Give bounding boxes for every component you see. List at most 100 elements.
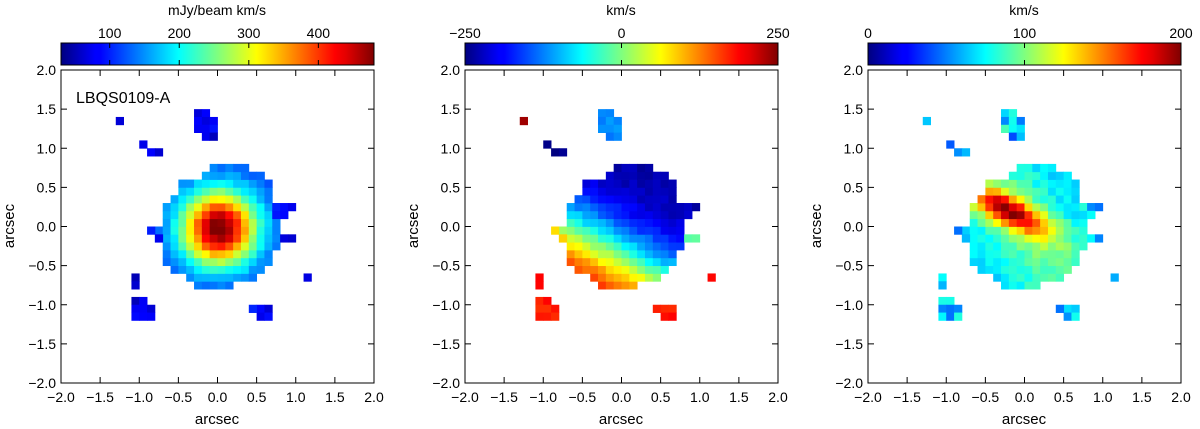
heatmap-cell — [566, 218, 575, 227]
panel-moment-0: mJy/beam km/s 100 200 300 400 −2.0 −1.5 −1.0−… — [1, 2, 384, 428]
heatmap-cell — [1079, 218, 1088, 227]
x-tick-label: −1.5 — [893, 389, 921, 405]
heatmap-cell — [1040, 265, 1049, 274]
heatmap-cell — [993, 218, 1002, 227]
heatmap-cell — [209, 273, 218, 282]
heatmap-cell — [621, 257, 630, 267]
heatmap-cell — [652, 242, 662, 251]
heatmap-cell — [629, 265, 638, 274]
heatmap-cell — [170, 242, 179, 251]
heatmap-cell — [256, 171, 265, 180]
heatmap-cell — [652, 273, 662, 282]
heatmap-cell — [621, 203, 630, 212]
heatmap-cell — [233, 195, 242, 204]
heatmap-cell — [1032, 187, 1041, 196]
heatmap-cell — [217, 163, 226, 173]
heatmap-cell — [201, 124, 211, 133]
x-tick-label: 0.5 — [1054, 389, 1074, 405]
heatmap-cell — [543, 296, 552, 306]
heatmap-cell — [1008, 116, 1018, 126]
heatmap-cell — [969, 210, 978, 220]
heatmap-cell — [194, 265, 203, 274]
heatmap-cell — [613, 187, 622, 196]
heatmap-cell — [170, 218, 179, 227]
heatmap-cell — [256, 195, 265, 204]
heatmap-cell — [225, 195, 234, 204]
heatmap-cell — [1040, 234, 1049, 243]
heatmap-cell — [178, 226, 187, 235]
heatmap-cell — [977, 226, 986, 235]
heatmap-cell — [637, 242, 646, 251]
heatmap-cell — [637, 203, 646, 212]
x-tick-label: −2.0 — [854, 389, 882, 405]
heatmap-cell — [1063, 179, 1072, 188]
heatmap-cell — [194, 109, 203, 118]
heatmap-cell — [605, 249, 615, 259]
axis-ticks: −2.0 −1.5 −1.0 −0.5 0.0 0.5 1.0 1.5 2.0−2.0−1.5−… — [432, 62, 788, 405]
heatmap-cell — [1094, 203, 1104, 212]
heatmap-cell — [1008, 273, 1018, 282]
heatmap-cell — [1079, 203, 1088, 212]
x-tick-label: 2.0 — [364, 389, 384, 405]
heatmap-cell — [1071, 257, 1080, 267]
heatmap-cell — [613, 249, 622, 259]
heatmap-cell — [660, 234, 669, 243]
heatmap-cell — [248, 249, 258, 259]
heatmap-cell — [621, 249, 630, 259]
heatmap-cell — [582, 187, 591, 196]
heatmap-cell — [186, 179, 195, 188]
heatmap-cell — [954, 304, 963, 313]
y-tick-label: −1.5 — [28, 336, 56, 352]
heatmap-cell — [1016, 249, 1025, 259]
heatmap-cell — [194, 210, 203, 220]
heatmap-cell — [225, 203, 234, 212]
x-tick-label: −1.5 — [86, 389, 114, 405]
heatmap-cell — [574, 218, 583, 227]
heatmap-cell — [598, 265, 607, 274]
heatmap-cell — [1032, 179, 1041, 188]
heatmap-cell — [535, 281, 544, 290]
heatmap-cell — [613, 116, 622, 126]
heatmap-cell — [660, 187, 669, 196]
heatmap-cell — [1040, 179, 1049, 188]
heatmap-cell — [256, 312, 265, 321]
heatmap-cell — [985, 195, 994, 204]
heatmap-cell — [668, 226, 677, 235]
heatmap-cell — [629, 242, 638, 251]
heatmap-cell — [1001, 234, 1010, 243]
heatmap-cell — [1040, 257, 1049, 267]
heatmap-cell — [186, 210, 195, 220]
heatmap-cell — [147, 312, 156, 321]
heatmap-cell — [985, 210, 994, 220]
heatmap-cell — [652, 203, 662, 212]
panel-moment-1: km/s −250 0 250 −2.0 −1.5 −1.0 −0.5 0.0 0.5 1.0 1… — [405, 2, 790, 428]
heatmap-cell — [233, 179, 242, 188]
heatmap-cell — [186, 226, 195, 235]
heatmap-cell — [621, 273, 630, 282]
heatmap-cell — [1047, 218, 1057, 227]
heatmap-cell — [1016, 234, 1025, 243]
heatmap-cell — [605, 273, 615, 282]
y-tick-label: 2.0 — [844, 62, 864, 78]
heatmap-cell — [938, 273, 947, 282]
y-tick-label: 2.0 — [37, 62, 57, 78]
heatmap-cell — [217, 179, 226, 188]
heatmap-cell — [256, 257, 265, 267]
heatmap-cells — [115, 109, 312, 321]
heatmap-cell — [209, 226, 218, 235]
y-tick-label: 2.0 — [441, 62, 461, 78]
heatmap-cell — [977, 257, 986, 267]
heatmap-cell — [668, 249, 677, 259]
heatmap-cell — [162, 242, 171, 251]
heatmap-cell — [240, 210, 250, 220]
heatmap-cell — [225, 218, 234, 227]
heatmap-cell — [1063, 249, 1072, 259]
heatmap-cell — [225, 242, 234, 251]
heatmap-cell — [969, 242, 978, 251]
heatmap-cell — [938, 281, 947, 290]
heatmap-cell — [993, 234, 1002, 243]
heatmap-cell — [209, 265, 218, 274]
y-tick-label: 1.0 — [37, 140, 57, 156]
colorbar-tick-label: 0 — [864, 25, 872, 41]
heatmap-cell — [1008, 195, 1018, 204]
